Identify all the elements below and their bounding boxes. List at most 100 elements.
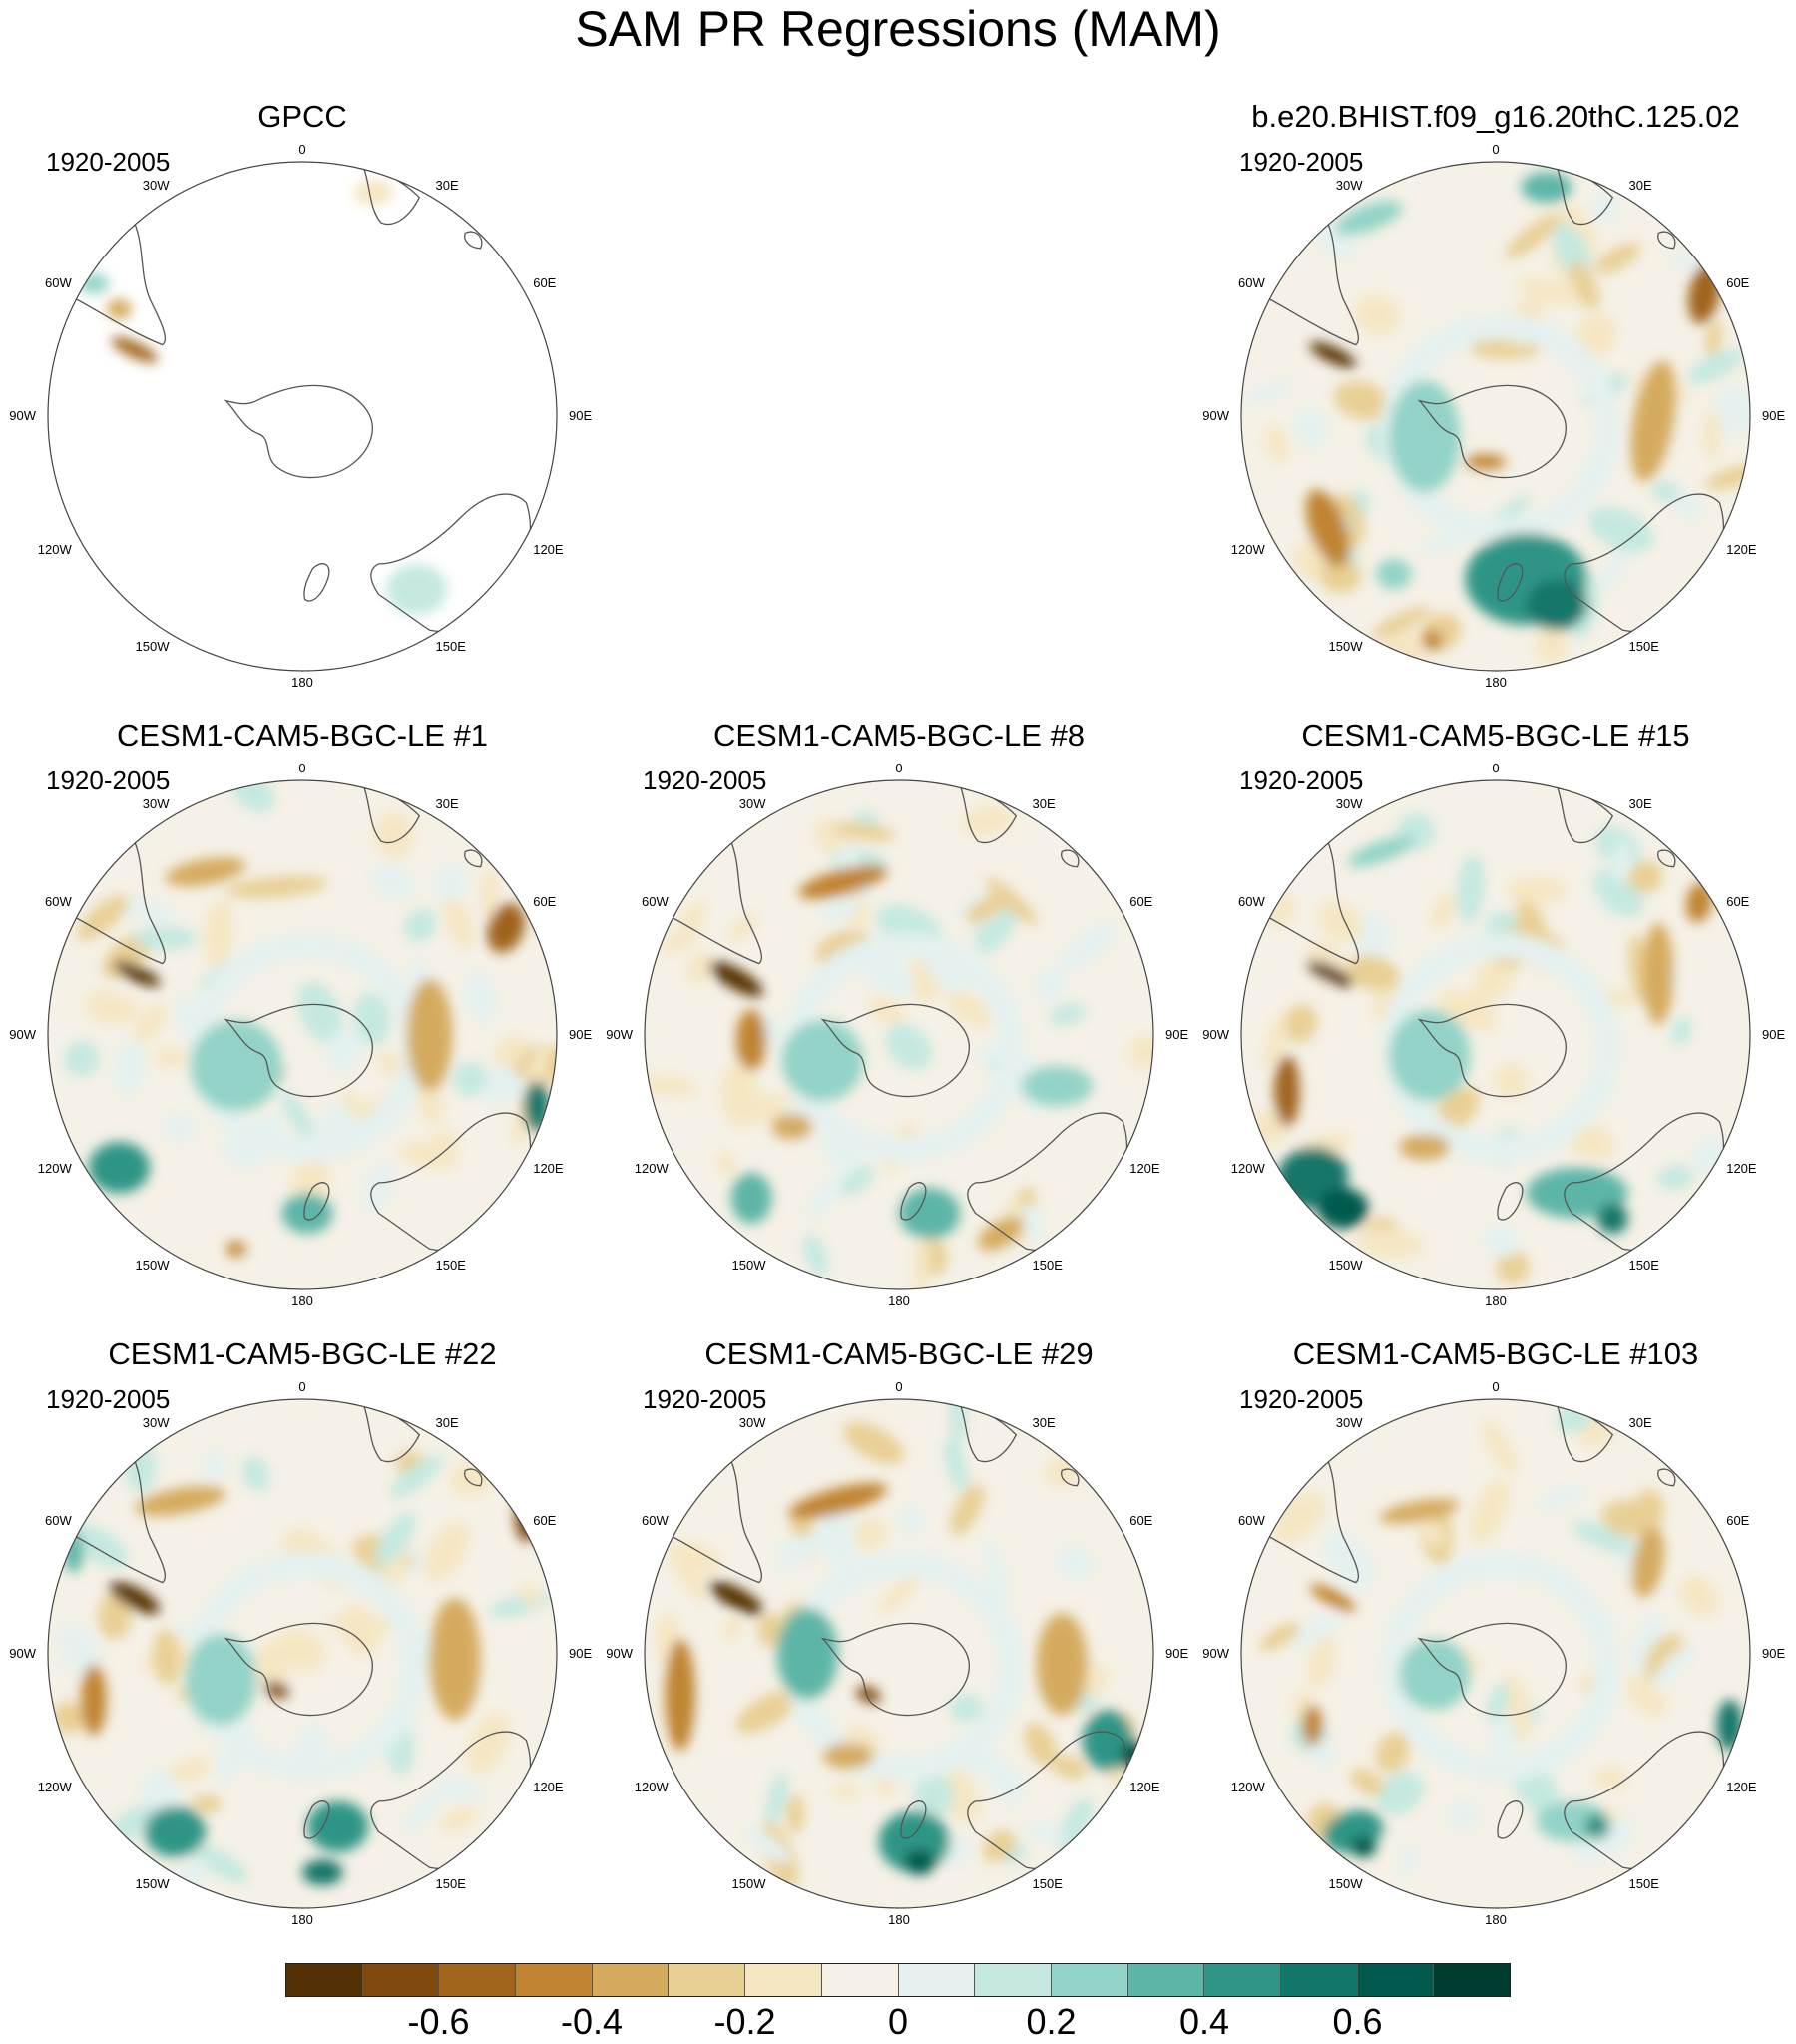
longitude-label: 150E xyxy=(435,639,466,655)
anomaly-patch xyxy=(1642,922,1674,1025)
anomaly-patch xyxy=(723,1615,741,1642)
anomaly-patch xyxy=(63,1531,84,1573)
anomaly-patch xyxy=(786,1793,804,1835)
anomaly-patch xyxy=(185,1633,257,1726)
anomaly-patch xyxy=(88,1142,150,1194)
anomaly-patch xyxy=(135,1486,225,1516)
longitude-label: 60W xyxy=(1238,1512,1265,1528)
coastline xyxy=(1657,1468,1676,1487)
anomaly-patch xyxy=(1376,558,1412,590)
longitude-label: 90E xyxy=(569,1646,593,1661)
anomaly-patch xyxy=(1306,960,1354,987)
anomaly-patch xyxy=(1036,966,1065,1005)
longitude-label: 90W xyxy=(606,1027,633,1042)
colorbar-tick-label: 0 xyxy=(887,2001,909,2042)
anomaly-patch xyxy=(1036,1613,1088,1716)
longitude-label: 0 xyxy=(298,761,306,775)
colorbar-swatch xyxy=(516,1964,593,1996)
anomaly-patch xyxy=(423,1521,470,1582)
coastline xyxy=(303,563,330,602)
longitude-label: 90W xyxy=(9,1646,36,1661)
anomaly-patch xyxy=(727,913,758,942)
colorbar-swatch xyxy=(1204,1964,1281,1996)
anomaly-patch xyxy=(856,1686,881,1704)
coastline xyxy=(1657,231,1676,250)
coastline xyxy=(900,1182,927,1221)
anomaly-patch xyxy=(1420,535,1468,554)
anomaly-patch xyxy=(1285,1004,1317,1043)
anomaly-patch xyxy=(361,1163,395,1212)
longitude-label: 60W xyxy=(1238,274,1265,290)
longitude-label: 150W xyxy=(1328,1258,1363,1274)
longitude-label: 150W xyxy=(731,1876,766,1892)
anomaly-patch xyxy=(467,1712,510,1775)
anomaly-patch xyxy=(1506,876,1568,904)
anomaly-patch xyxy=(225,876,328,899)
anomaly-patch xyxy=(1475,958,1514,999)
anomaly-patch xyxy=(134,926,198,951)
longitude-label: 150E xyxy=(435,1876,466,1892)
anomaly-patch xyxy=(1356,1228,1424,1260)
longitude-label: 90W xyxy=(606,1646,633,1661)
colorbar-swatch xyxy=(1127,1964,1205,1996)
anomaly-patch xyxy=(913,1236,930,1289)
anomaly-patch xyxy=(1399,1134,1451,1160)
polar-map xyxy=(1240,1398,1751,1909)
anomaly-patch xyxy=(78,273,110,294)
anomaly-patch xyxy=(1058,1797,1094,1855)
longitude-label: 90E xyxy=(569,1027,593,1042)
longitude-label: 150E xyxy=(1628,1258,1659,1274)
panel-period: 1920-2005 xyxy=(46,147,171,177)
anomaly-patch xyxy=(1334,380,1390,420)
anomaly-patch xyxy=(302,1859,343,1886)
longitude-label: 120W xyxy=(1230,541,1265,557)
anomaly-patch xyxy=(819,898,859,924)
longitude-label: 60W xyxy=(45,1512,72,1528)
anomaly-patch xyxy=(878,1567,925,1615)
colorbar-swatch xyxy=(439,1964,517,1996)
anomaly-patch xyxy=(106,298,133,320)
anomaly-patch xyxy=(465,971,496,1024)
anomaly-patch xyxy=(85,991,138,1025)
longitude-label: 150W xyxy=(135,1876,170,1892)
anomaly-patch xyxy=(1587,506,1654,553)
anomaly-patch xyxy=(1310,1584,1356,1612)
longitude-label: 90E xyxy=(1165,1027,1189,1042)
anomaly-patch xyxy=(64,1040,100,1077)
anomaly-patch xyxy=(1309,341,1357,368)
longitude-label: 90E xyxy=(1762,408,1786,423)
anomaly-patch xyxy=(1705,320,1722,357)
longitude-label: 30W xyxy=(1335,1414,1363,1430)
anomaly-patch xyxy=(1353,913,1394,960)
anomaly-patch xyxy=(1601,1499,1658,1537)
anomaly-patch xyxy=(201,1452,228,1480)
anomaly-patch xyxy=(665,1638,695,1751)
coastline xyxy=(1497,1182,1524,1221)
anomaly-patch xyxy=(494,1035,527,1068)
coastline xyxy=(224,1622,373,1717)
longitude-label: 90W xyxy=(9,408,36,423)
colorbar-swatch xyxy=(669,1964,746,1996)
anomaly-patch xyxy=(225,1241,246,1257)
longitude-label: 90W xyxy=(1202,1027,1229,1042)
colorbar-swatch xyxy=(1280,1964,1358,1996)
panel-title: CESM1-CAM5-BGC-LE #29 xyxy=(704,1336,1094,1371)
anomaly-patch xyxy=(1630,360,1676,482)
coastline xyxy=(303,1800,330,1839)
longitude-label: 120W xyxy=(634,1779,669,1794)
anomaly-patch xyxy=(442,891,474,950)
anomaly-patch xyxy=(1049,1003,1087,1026)
precip-anomaly-field xyxy=(645,805,1153,1289)
longitude-label: 60E xyxy=(1726,1512,1750,1528)
longitude-label: 60W xyxy=(1238,893,1265,909)
anomaly-patch xyxy=(1264,425,1290,463)
anomaly-patch xyxy=(805,1174,845,1220)
precip-anomaly-field xyxy=(656,1399,1146,1889)
anomaly-patch xyxy=(1422,630,1443,651)
anomaly-patch xyxy=(730,1172,772,1224)
panel-period: 1920-2005 xyxy=(46,1384,171,1414)
longitude-label: 180 xyxy=(1485,1293,1507,1308)
colorbar-swatch xyxy=(975,1964,1052,1996)
anomaly-patch xyxy=(978,1217,1024,1251)
anomaly-patch xyxy=(1570,260,1599,310)
